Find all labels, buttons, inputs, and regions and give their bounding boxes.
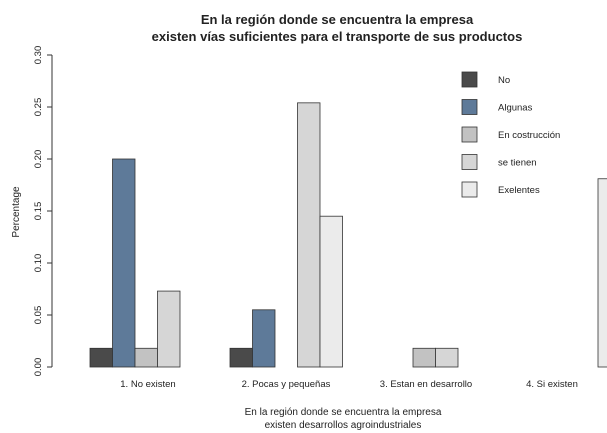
legend-swatch <box>461 71 478 88</box>
x-axis-label-line-2: existen desarrollos agroindustriales <box>265 420 422 431</box>
y-axis: 0.00 0.05 0.10 0.15 0.20 0.25 0.30 <box>33 46 53 377</box>
y-tick-label: 0.25 <box>33 98 44 117</box>
bar-2-series-1 <box>229 347 253 368</box>
x-tick-labels: 1. No existen 2. Pocas y pequeñas 3. Estan… <box>120 379 578 390</box>
x-tick-label: 3. Estan en desarrollo <box>380 379 472 390</box>
x-tick-label: 4. Si existen <box>526 379 578 390</box>
chart-title-line-1: En la región donde se encuentra la empre… <box>201 12 474 27</box>
bar-1-series-3 <box>134 347 158 368</box>
legend-swatch <box>461 126 478 143</box>
bar-1-series-2 <box>112 158 136 368</box>
y-tick-label: 0.10 <box>33 254 44 273</box>
bar-3-series-3 <box>412 347 436 368</box>
legend-swatch <box>461 154 478 170</box>
bar-2-series-5 <box>319 215 343 368</box>
legend: No Algunas En costrucción se tienen Exelente… <box>461 71 560 198</box>
legend-label: se tienen <box>498 158 537 169</box>
legend-label: No <box>498 75 510 86</box>
y-tick-label: 0.05 <box>33 306 44 325</box>
y-tick-label: 0.30 <box>33 46 44 65</box>
bar-2-series-4 <box>297 102 321 368</box>
bar-4-series-5 <box>597 178 607 368</box>
y-tick-label: 0.15 <box>33 202 44 221</box>
chart-title-line-2: existen vías suficientes para el transpo… <box>152 29 523 44</box>
y-tick-label: 0.00 <box>33 358 44 377</box>
x-axis-label-line-1: En la región donde se encuentra la empre… <box>245 407 442 418</box>
legend-label: Exelentes <box>498 185 540 196</box>
x-tick-label: 2. Pocas y pequeñas <box>242 379 331 390</box>
y-tick-label: 0.20 <box>33 150 44 169</box>
legend-label: Algunas <box>498 103 533 114</box>
bars <box>89 102 607 368</box>
legend-swatch <box>461 99 478 115</box>
bar-2-series-2 <box>252 309 276 368</box>
legend-swatch <box>461 181 478 198</box>
bar-1-series-1 <box>89 347 113 368</box>
legend-label: En costrucción <box>498 130 560 141</box>
y-axis-label: Percentage <box>11 186 22 238</box>
bar-3-series-4 <box>435 347 459 368</box>
x-tick-label: 1. No existen <box>120 379 175 390</box>
bar-1-series-4 <box>157 290 181 368</box>
